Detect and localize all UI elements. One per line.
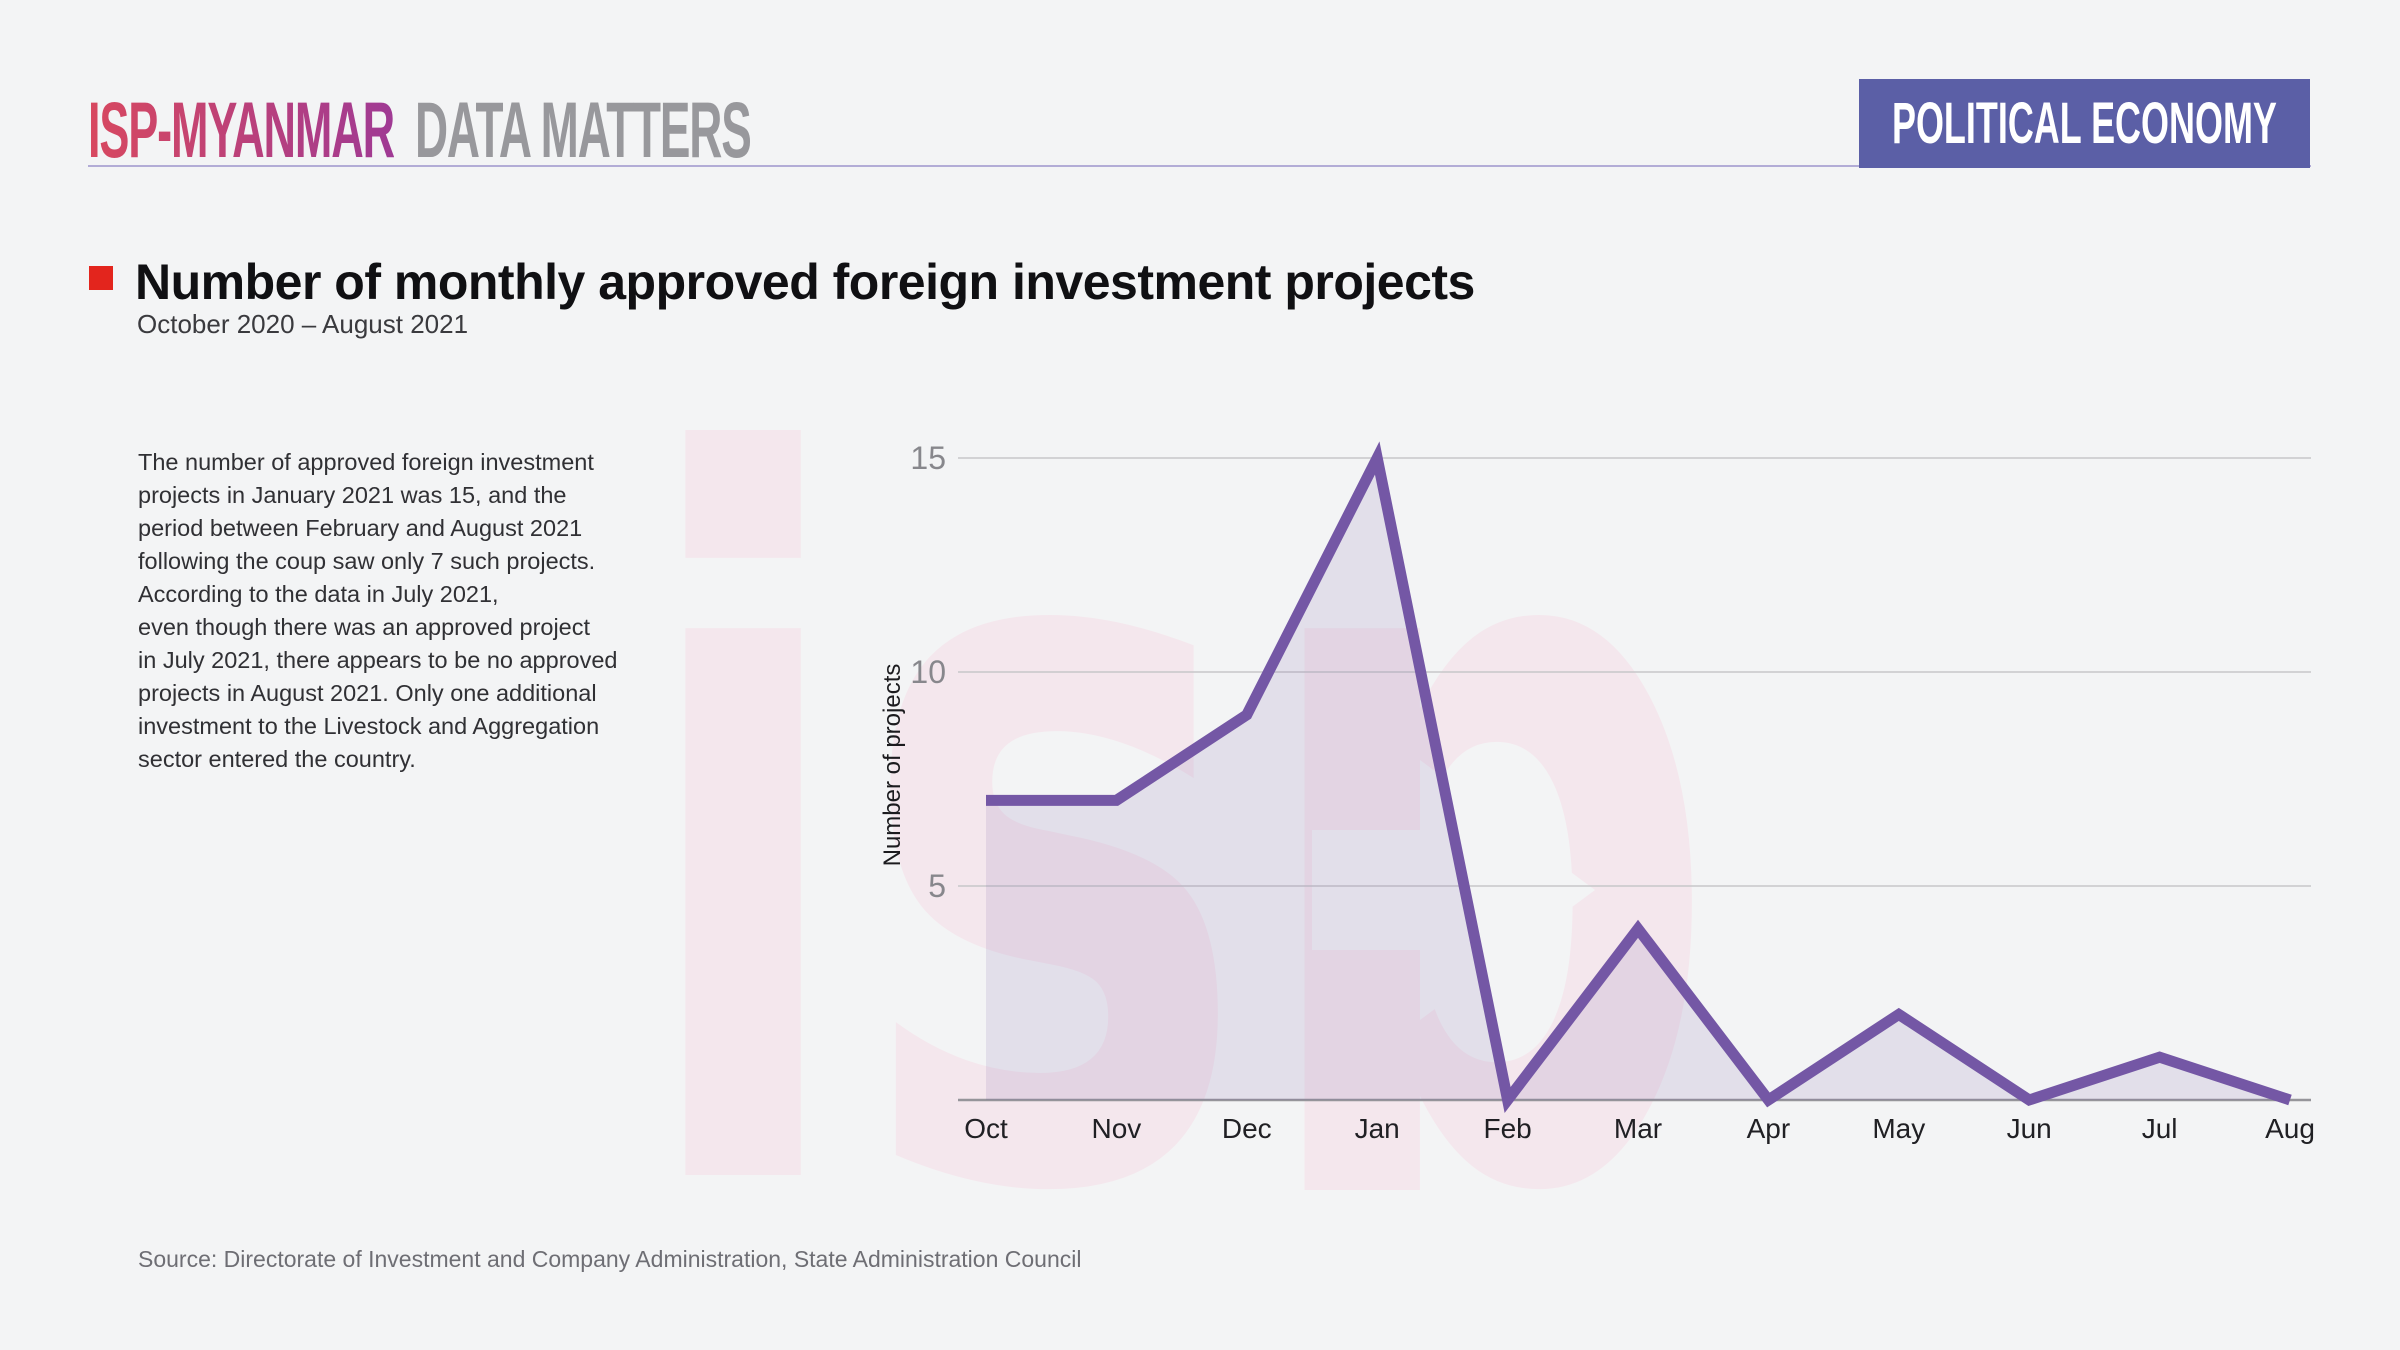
header-divider <box>88 165 2311 167</box>
title-bullet-marker <box>89 266 113 290</box>
area-fill <box>986 458 2290 1100</box>
x-tick-label: Dec <box>1222 1113 1272 1144</box>
x-tick-label: Jan <box>1355 1113 1400 1144</box>
data-line <box>986 441 2292 1113</box>
watermark-arrow-tail <box>1312 830 1424 950</box>
category-badge-label: POLITICAL ECONOMY <box>1892 91 2277 156</box>
y-tick-label: 15 <box>910 440 946 476</box>
y-tick-label: 10 <box>910 654 946 690</box>
y-tick-label: 5 <box>928 868 946 904</box>
source-note: Source: Directorate of Investment and Co… <box>138 1246 1082 1272</box>
page-subtitle: October 2020 – August 2021 <box>137 309 469 339</box>
commentary-text: The number of approved foreign investmen… <box>138 449 618 772</box>
x-tick-label: Mar <box>1614 1113 1662 1144</box>
x-tick-label: Nov <box>1092 1113 1142 1144</box>
x-tick-label: Jun <box>2007 1113 2052 1144</box>
brand-secondary-text: DATA MATTERS <box>415 85 752 174</box>
y-axis-title: Number of projects <box>879 664 906 867</box>
page-title: Number of monthly approved foreign inves… <box>135 254 1475 310</box>
brand-primary-text: ISP-MYANMAR <box>88 85 395 174</box>
x-tick-label: Oct <box>964 1113 1008 1144</box>
x-tick-label: Apr <box>1747 1113 1791 1144</box>
watermark-arrow-icon <box>1420 760 1595 1020</box>
category-badge: POLITICAL ECONOMY <box>1859 79 2310 168</box>
x-tick-label: Aug <box>2265 1113 2315 1144</box>
x-tick-label: May <box>1872 1113 1925 1144</box>
x-tick-label: Jul <box>2142 1113 2178 1144</box>
x-tick-label: Feb <box>1483 1113 1531 1144</box>
